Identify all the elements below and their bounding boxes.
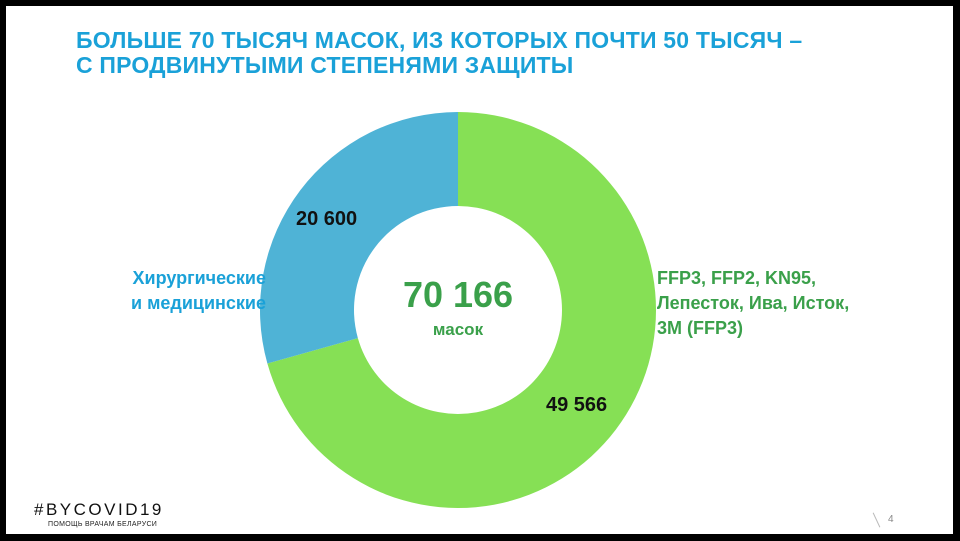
logo-subtitle: ПОМОЩЬ ВРАЧАМ БЕЛАРУСИ [48,521,158,528]
slide-title: БОЛЬШЕ 70 ТЫСЯЧ МАСОК, ИЗ КОТОРЫХ ПОЧТИ … [76,28,802,78]
bycovid-logo: #BYCOVID19 [34,500,164,519]
category-label-advanced: FFP3, FFP2, KN95, Лепесток, Ива, Исток, … [657,266,849,341]
title-line-2: С ПРОДВИНУТЫМИ СТЕПЕНЯМИ ЗАЩИТЫ [76,52,574,78]
title-line-1: БОЛЬШЕ 70 ТЫСЯЧ МАСОК, ИЗ КОТОРЫХ ПОЧТИ … [76,27,803,53]
data-label-surgical: 20 600 [296,208,358,230]
slide: БОЛЬШЕ 70 ТЫСЯЧ МАСОК, ИЗ КОТОРЫХ ПОЧТИ … [6,6,953,534]
advanced-label-line-1: FFP3, FFP2, KN95, [657,268,817,288]
surgical-label-line-1: Хирургические [132,268,266,288]
surgical-label-line-2: и медицинские [131,293,266,313]
data-label-advanced: 49 566 [546,394,608,416]
category-label-surgical: Хирургические и медицинские [106,266,266,316]
page-number: 4 [888,514,894,525]
slice-surgical-masks [260,112,458,364]
advanced-label-line-2: Лепесток, Ива, Исток, [657,293,850,313]
slice-advanced-masks [267,112,656,508]
advanced-label-line-3: 3M (FFP3) [657,318,744,338]
center-total: 70 166 [402,274,514,315]
center-label: масок [432,320,484,339]
donut-chart [260,112,656,508]
